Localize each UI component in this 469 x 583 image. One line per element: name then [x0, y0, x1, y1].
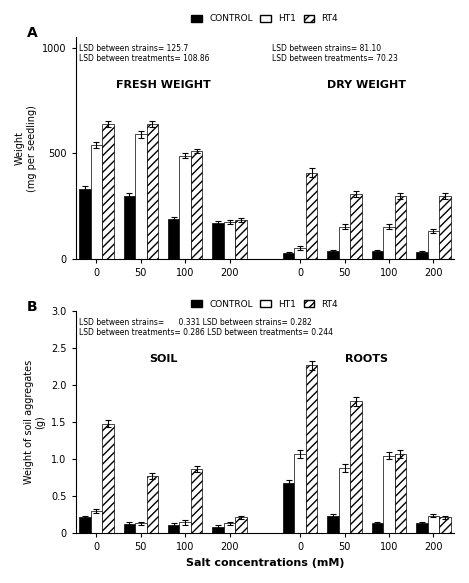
Text: B: B [27, 300, 37, 314]
Bar [383, 227, 394, 259]
Text: DRY WEIGHT: DRY WEIGHT [327, 80, 406, 90]
Text: LSD between strains= 81.10
LSD between treatments= 70.23: LSD between strains= 81.10 LSD between t… [272, 44, 398, 63]
Bar [212, 527, 224, 533]
Text: A: A [27, 26, 37, 40]
Bar [295, 454, 306, 533]
Bar [91, 511, 102, 533]
Bar [416, 252, 428, 259]
Bar [371, 251, 383, 259]
Bar [102, 424, 113, 533]
Bar [79, 517, 91, 533]
Bar [235, 517, 247, 533]
Bar [79, 189, 91, 259]
Bar [306, 173, 318, 259]
Bar [146, 124, 158, 259]
Legend: CONTROL, HT1, RT4: CONTROL, HT1, RT4 [189, 298, 340, 310]
Bar [339, 227, 350, 259]
Y-axis label: Weight
(mg per seedling): Weight (mg per seedling) [15, 105, 37, 192]
Bar [102, 124, 113, 259]
Bar [283, 483, 295, 533]
Bar [350, 194, 362, 259]
Bar [428, 231, 439, 259]
Bar [168, 219, 180, 259]
Bar [180, 522, 191, 533]
Bar [91, 145, 102, 259]
Bar [146, 476, 158, 533]
Y-axis label: Weight of soil aggregates
(g): Weight of soil aggregates (g) [24, 360, 45, 484]
Bar [295, 248, 306, 259]
Bar [191, 152, 203, 259]
Bar [135, 523, 146, 533]
Bar [371, 523, 383, 533]
Bar [327, 251, 339, 259]
Bar [212, 223, 224, 259]
Bar [283, 253, 295, 259]
X-axis label: Salt concentrations (mM): Salt concentrations (mM) [186, 558, 344, 568]
Text: SOIL: SOIL [149, 354, 177, 364]
Text: FRESH WEIGHT: FRESH WEIGHT [115, 80, 211, 90]
Bar [235, 220, 247, 259]
Bar [123, 524, 135, 533]
Bar [306, 365, 318, 533]
Bar [135, 135, 146, 259]
Bar [123, 196, 135, 259]
Bar [439, 517, 451, 533]
Bar [394, 196, 406, 259]
Text: LSD between strains=      0.331 LSD between strains= 0.282
LSD between treatment: LSD between strains= 0.331 LSD between s… [79, 318, 333, 337]
Text: LSD between strains= 125.7
LSD between treatments= 108.86: LSD between strains= 125.7 LSD between t… [79, 44, 210, 63]
Bar [224, 222, 235, 259]
Bar [327, 515, 339, 533]
Bar [383, 455, 394, 533]
Legend: CONTROL, HT1, RT4: CONTROL, HT1, RT4 [189, 13, 340, 25]
Bar [416, 523, 428, 533]
Bar [168, 525, 180, 533]
Bar [224, 523, 235, 533]
Bar [339, 468, 350, 533]
Bar [350, 402, 362, 533]
Bar [191, 469, 203, 533]
Bar [180, 156, 191, 259]
Text: ROOTS: ROOTS [345, 354, 388, 364]
Bar [439, 196, 451, 259]
Bar [394, 454, 406, 533]
Bar [428, 515, 439, 533]
